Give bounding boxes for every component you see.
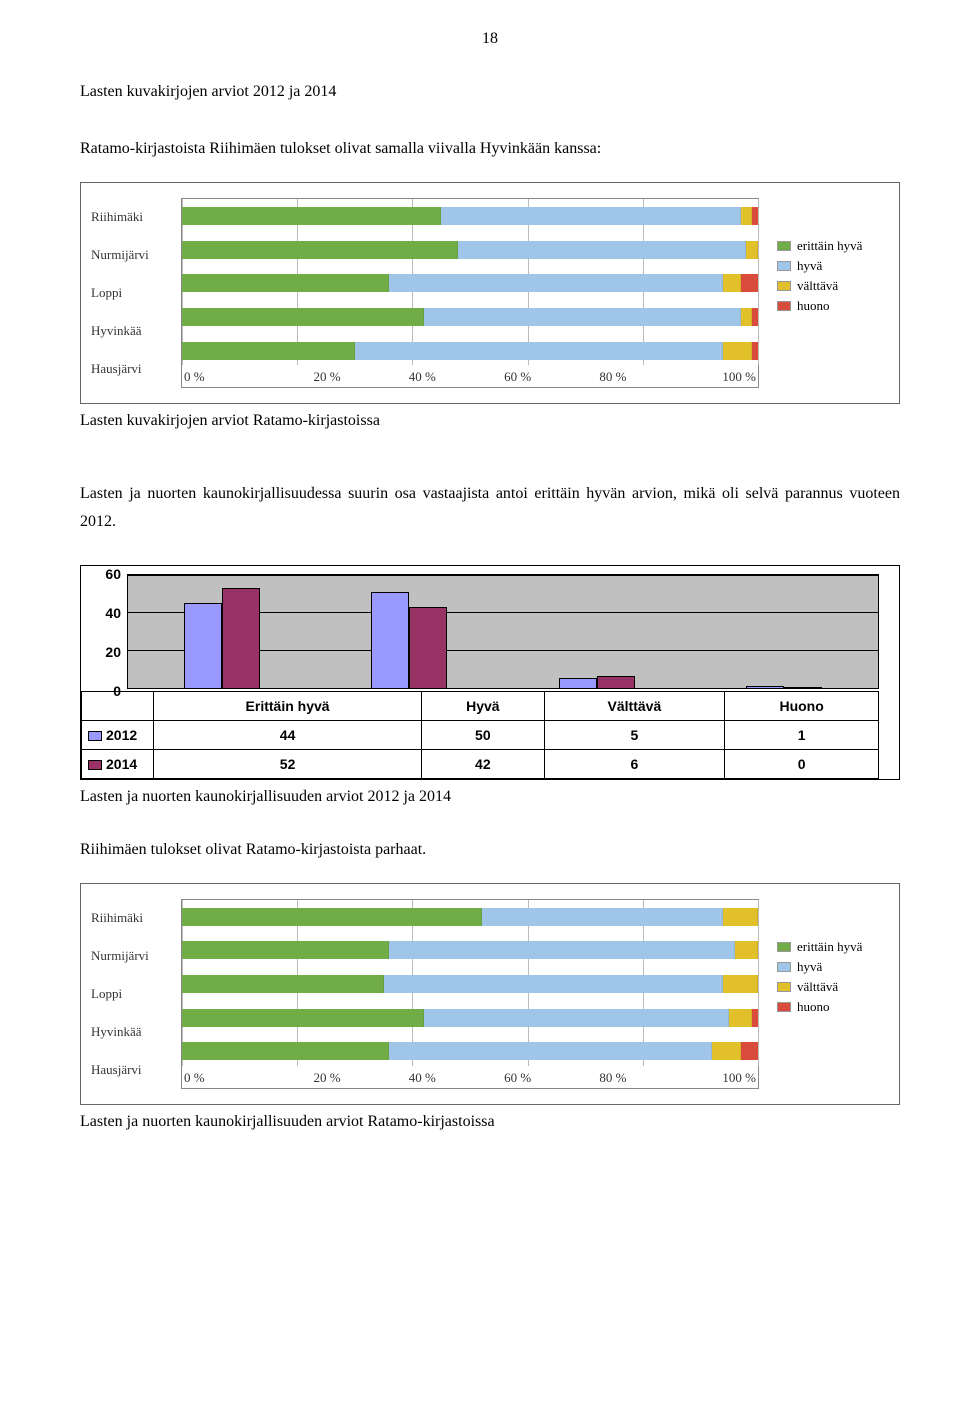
legend-item: hyvä	[777, 959, 889, 975]
legend-item: erittäin hyvä	[777, 238, 889, 254]
stacked2-category-labels: RiihimäkiNurmijärviLoppiHyvinkääHausjärv…	[91, 899, 181, 1089]
category-label: Hyvinkää	[91, 312, 181, 350]
caption-1: Lasten kuvakirjojen arviot Ratamo-kirjas…	[80, 412, 900, 430]
stacked2-plot: 0 %20 %40 %60 %80 %100 %	[181, 899, 759, 1089]
xaxis-tick: 40 %	[375, 365, 470, 387]
category-label: Hausjärvi	[91, 350, 181, 388]
stacked-row	[182, 274, 758, 292]
bar	[559, 678, 597, 688]
table-cell: 52	[154, 749, 422, 778]
stacked-row	[182, 308, 758, 326]
table-cell: 42	[422, 749, 544, 778]
xaxis-tick: 0 %	[182, 1066, 279, 1088]
bar	[597, 676, 635, 688]
table-column-header: Välttävä	[544, 691, 725, 720]
bar-group	[746, 686, 822, 688]
stacked2-legend: erittäin hyvä hyvä välttävä huono	[759, 899, 889, 1019]
category-label: Loppi	[91, 274, 181, 312]
table-cell: 0	[725, 749, 879, 778]
bar	[222, 588, 260, 688]
stacked-row	[182, 908, 758, 926]
table-cell: 44	[154, 720, 422, 749]
grouped-chart: 6040200 Erittäin hyväHyväVälttäväHuono 20…	[80, 565, 900, 780]
legend-item: välttävä	[777, 979, 889, 995]
bar	[784, 687, 822, 688]
legend-item: hyvä	[777, 258, 889, 274]
xaxis-tick: 40 %	[375, 1066, 470, 1088]
xaxis-tick: 60 %	[470, 1066, 565, 1088]
bar	[371, 592, 409, 688]
category-label: Nurmijärvi	[91, 937, 181, 975]
category-label: Nurmijärvi	[91, 236, 181, 274]
stacked-row	[182, 342, 758, 360]
xaxis-tick: 60 %	[470, 365, 565, 387]
title-1: Lasten kuvakirjojen arviot 2012 ja 2014	[80, 78, 900, 105]
xaxis-tick: 100 %	[661, 1066, 758, 1088]
legend-item: huono	[777, 999, 889, 1015]
category-label: Hyvinkää	[91, 1013, 181, 1051]
bar	[746, 686, 784, 688]
page-number: 18	[80, 30, 900, 48]
stacked-chart-1: RiihimäkiNurmijärviLoppiHyvinkääHausjärv…	[80, 182, 900, 404]
stacked-row	[182, 241, 758, 259]
category-label: Hausjärvi	[91, 1051, 181, 1089]
bar	[409, 607, 447, 688]
series-legend-cell: 2014	[82, 749, 154, 778]
table-cell: 6	[544, 749, 725, 778]
xaxis-tick: 80 %	[565, 1066, 660, 1088]
bar-group	[184, 588, 260, 688]
stacked1-plot: 0 %20 %40 %60 %80 %100 %	[181, 198, 759, 388]
xaxis-tick: 20 %	[279, 365, 374, 387]
stacked-row	[182, 207, 758, 225]
xaxis-tick: 20 %	[279, 1066, 374, 1088]
table-column-header: Erittäin hyvä	[154, 691, 422, 720]
table-cell: 5	[544, 720, 725, 749]
bar-group	[559, 676, 635, 688]
paragraph-1: Ratamo-kirjastoista Riihimäen tulokset o…	[80, 135, 900, 162]
table-cell: 50	[422, 720, 544, 749]
stacked-row	[182, 1009, 758, 1027]
stacked-chart-2: RiihimäkiNurmijärviLoppiHyvinkääHausjärv…	[80, 883, 900, 1105]
stacked1-category-labels: RiihimäkiNurmijärviLoppiHyvinkääHausjärv…	[91, 198, 181, 388]
xaxis-tick: 0 %	[182, 365, 279, 387]
category-label: Riihimäki	[91, 198, 181, 236]
caption-3: Lasten ja nuorten kaunokirjallisuuden ar…	[80, 1113, 900, 1131]
category-label: Loppi	[91, 975, 181, 1013]
table-column-header: Huono	[725, 691, 879, 720]
paragraph-2: Lasten ja nuorten kaunokirjallisuudessa …	[80, 480, 900, 534]
xaxis-tick: 80 %	[565, 365, 660, 387]
caption-2: Lasten ja nuorten kaunokirjallisuuden ar…	[80, 788, 900, 806]
legend-item: erittäin hyvä	[777, 939, 889, 955]
xaxis-tick: 100 %	[661, 365, 758, 387]
paragraph-3: Riihimäen tulokset olivat Ratamo-kirjast…	[80, 836, 900, 863]
bar-group	[371, 592, 447, 688]
grouped-data-table: Erittäin hyväHyväVälttäväHuono 2012445051…	[81, 691, 879, 779]
legend-item: huono	[777, 298, 889, 314]
stacked-row	[182, 975, 758, 993]
bar	[184, 603, 222, 687]
grouped-yaxis: 6040200	[81, 574, 127, 691]
grouped-plot	[127, 574, 879, 689]
table-column-header: Hyvä	[422, 691, 544, 720]
series-legend-cell: 2012	[82, 720, 154, 749]
table-cell: 1	[725, 720, 879, 749]
legend-item: välttävä	[777, 278, 889, 294]
stacked-row	[182, 1042, 758, 1060]
stacked-row	[182, 941, 758, 959]
category-label: Riihimäki	[91, 899, 181, 937]
stacked1-legend: erittäin hyvä hyvä välttävä huono	[759, 198, 889, 318]
